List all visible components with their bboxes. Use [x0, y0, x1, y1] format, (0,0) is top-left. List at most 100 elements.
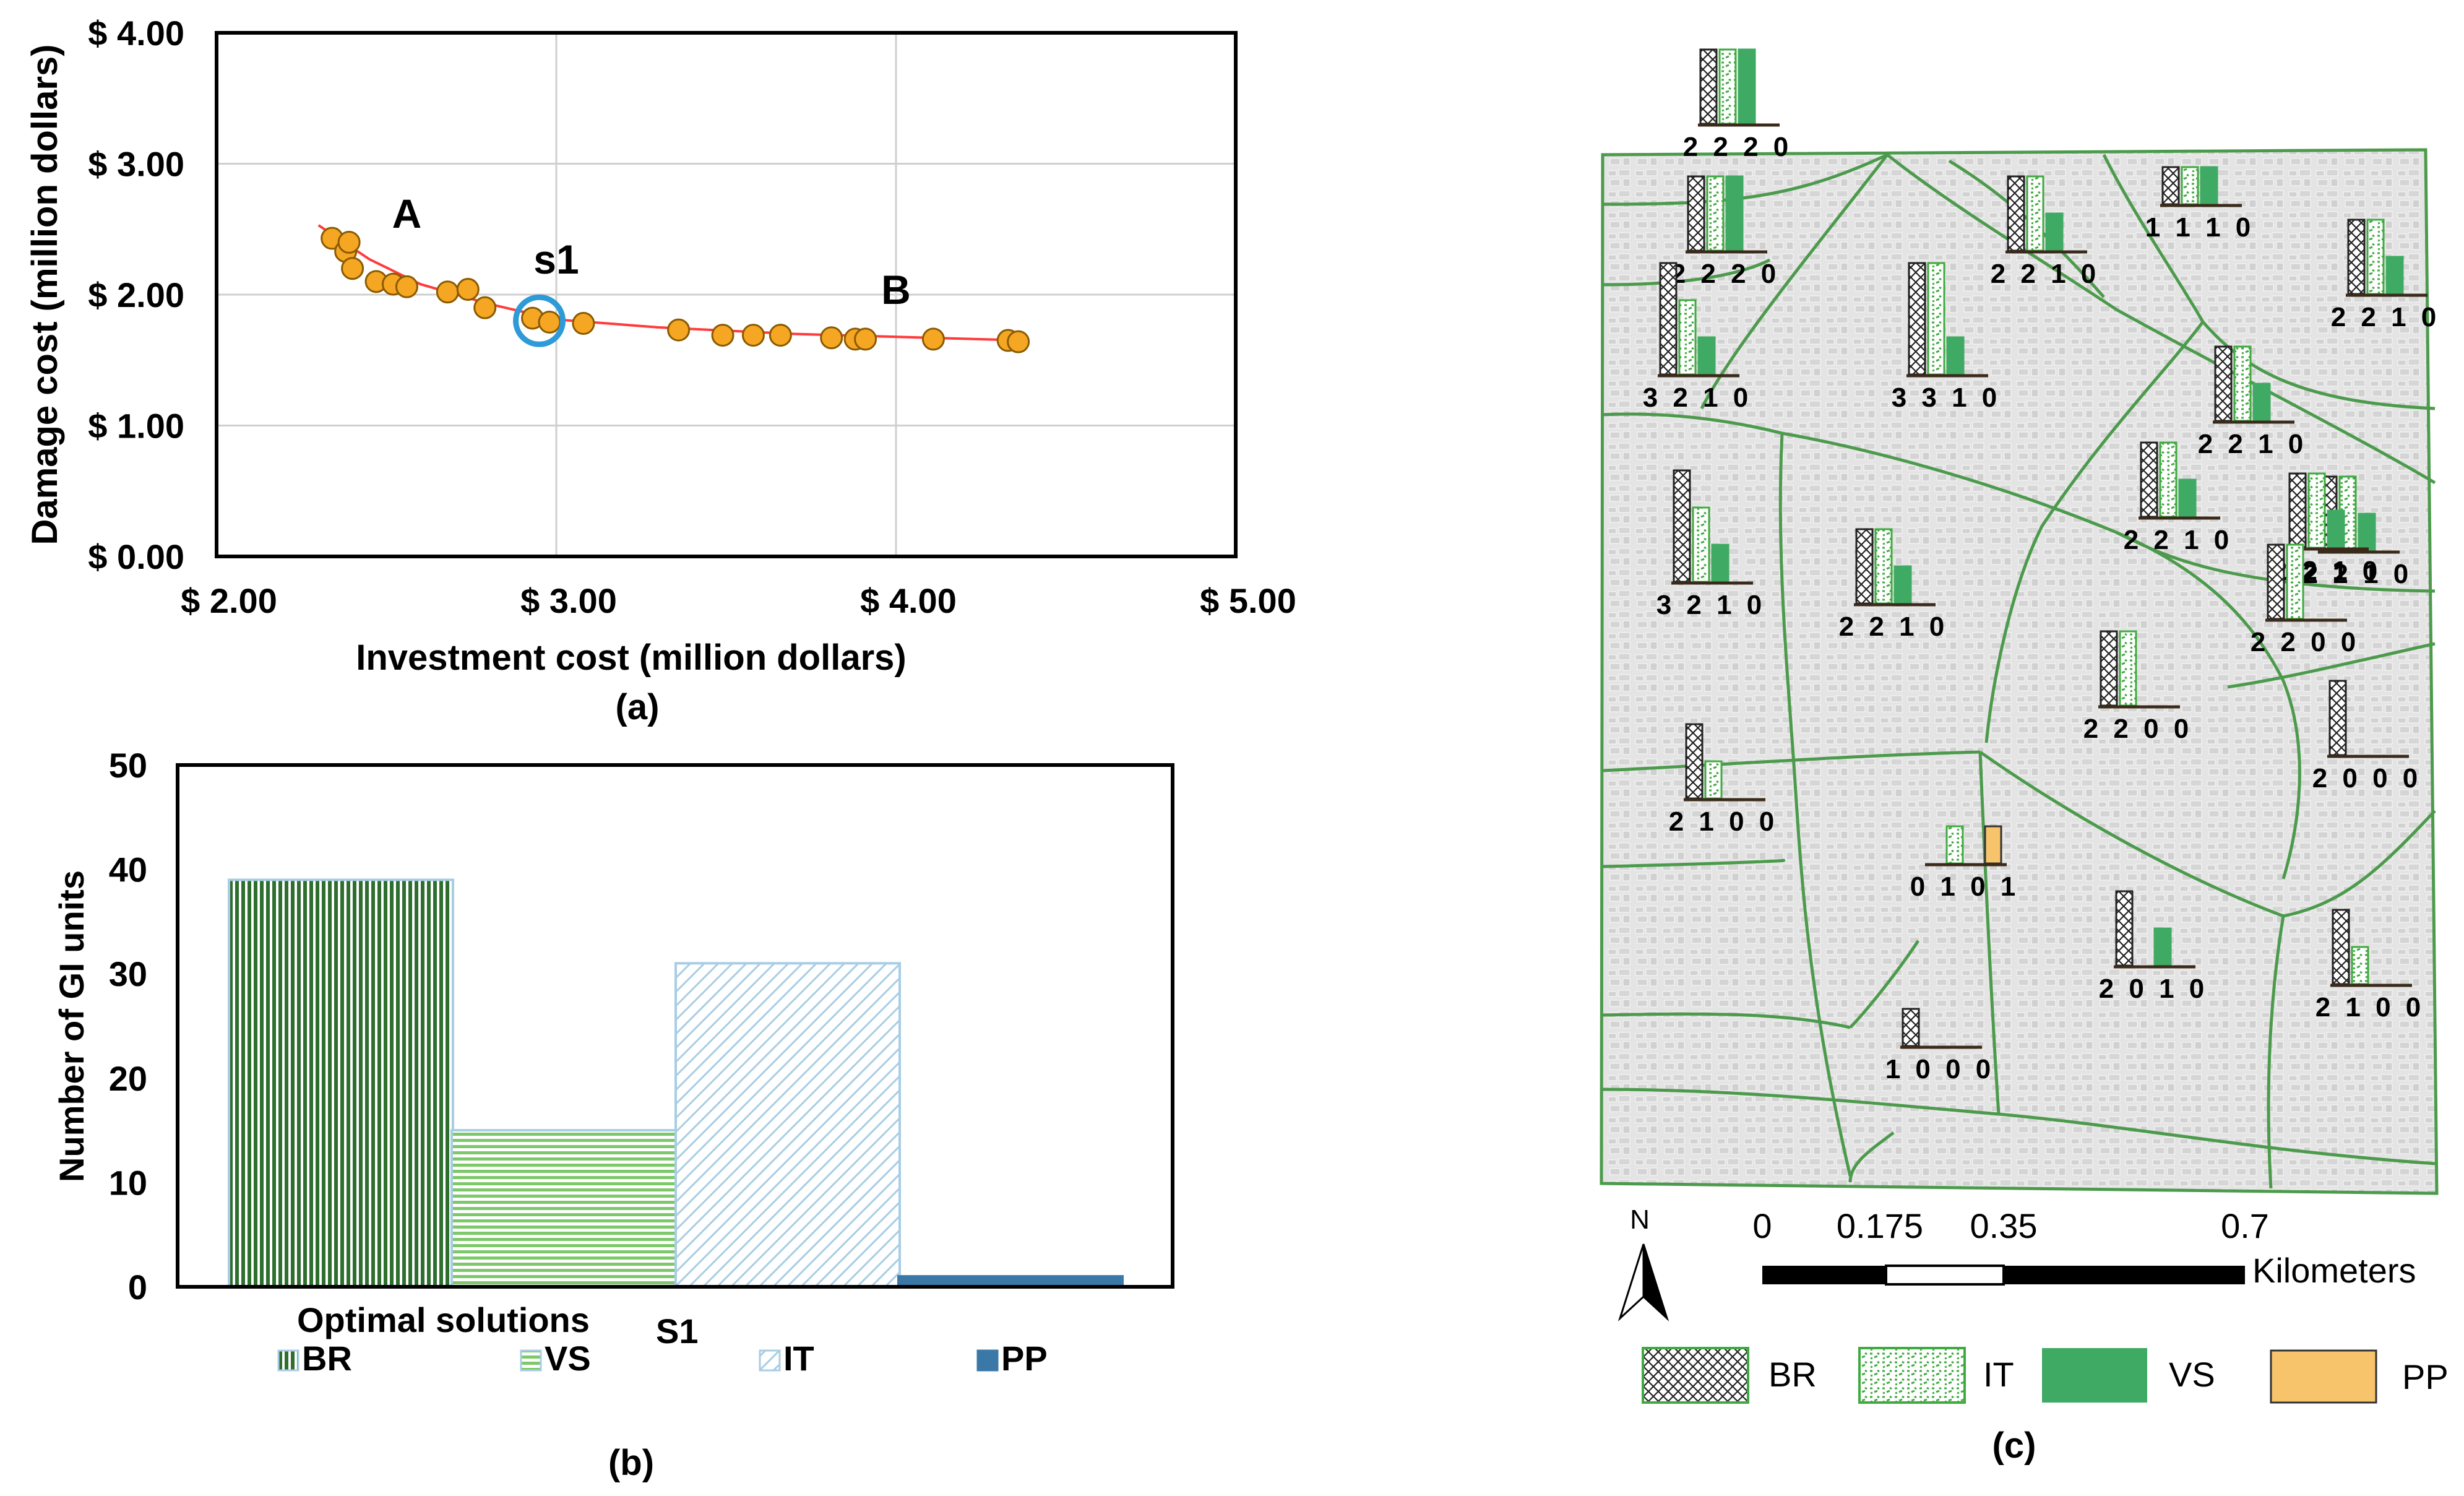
panel-a-caption: (a)	[616, 687, 660, 727]
bar-y-axis-label: Number of GI units	[52, 870, 91, 1182]
s1-highlight-ring	[513, 294, 566, 347]
map-legend: BR IT VS PP	[1642, 1347, 2449, 1404]
map-site-bar-pp	[1984, 825, 2002, 865]
map-site-label: 2 2 1 0	[1839, 612, 1949, 642]
map-site-chart: 2 2 1 0	[1991, 175, 2100, 289]
bar-it	[674, 962, 901, 1288]
panel-c-caption: (c)	[1992, 1425, 2036, 1466]
map-site-bar-it	[1678, 299, 1697, 376]
bar-y-tick-label: 50	[109, 746, 147, 785]
map-site-label: 0 1 0 1	[1910, 871, 2020, 902]
map-site-bar-it	[1927, 262, 1945, 376]
bar-br	[228, 878, 454, 1288]
map-site-bar-vs	[2358, 512, 2376, 552]
scatter-x-tick-label: $ 4.00	[860, 581, 957, 620]
bar-y-tick-label: 10	[109, 1163, 147, 1202]
map-site-bar-br	[2347, 218, 2366, 295]
north-arrow-icon	[1618, 1243, 1669, 1321]
scatter-x-tick-label: $ 3.00	[520, 581, 617, 620]
map-site-chart: 2 0 0 0	[2312, 680, 2418, 793]
map-site-label: 2 2 1 0	[2124, 525, 2233, 555]
map-site-bar-vs	[2178, 478, 2197, 518]
scatter-point	[711, 324, 734, 347]
scatter-x-tick-label: $ 2.00	[181, 581, 277, 620]
panel-b-bar-chart: 0 10 20 30 40 50 Number of GI units Optimal s…	[52, 746, 1174, 1483]
map-site-label: 2 2 1 0	[1991, 259, 2100, 289]
map-site-bar-br	[1699, 48, 1718, 125]
map-site-chart: 2 2 2 0	[1683, 48, 1788, 162]
scatter-y-tick-label: $ 0.00	[88, 537, 184, 576]
bar-y-tick-labels: 0 10 20 30 40 50	[109, 746, 147, 1307]
map-site-bar-br	[2328, 680, 2347, 756]
map-site-label: 1 1 1 0	[2145, 212, 2255, 243]
map-site-bar-it	[2286, 543, 2304, 620]
bar-category-label: S1	[656, 1312, 699, 1351]
scatter-point	[741, 324, 765, 347]
map-site-label: 2 1 0 0	[2315, 992, 2425, 1023]
scatter-point	[538, 310, 561, 334]
map-site-label: 2 2 0 0	[2251, 627, 2360, 657]
map-site-bar-br	[1687, 175, 1705, 252]
legend-label-pp: PP	[2402, 1357, 2449, 1396]
bar-legend-swatch-vs	[520, 1349, 542, 1372]
bar-vs	[450, 1129, 677, 1288]
map-site-bar-it	[1706, 175, 1725, 252]
map-site-bar-it	[2159, 441, 2178, 518]
scale-unit-label: Kilometers	[2252, 1251, 2416, 1290]
map-site-label: 2 2 0 0	[2083, 714, 2193, 744]
map-site-bar-it	[1704, 760, 1723, 800]
scatter-y-tick-label: $ 1.00	[88, 407, 184, 446]
map-site-bar-it	[2181, 166, 2199, 205]
map-site-bar-br	[1908, 262, 1926, 376]
legend-swatch-it	[1858, 1347, 1966, 1404]
scatter-points	[321, 227, 1030, 353]
map-site-bar-it	[2233, 345, 2252, 422]
map-road-network	[1602, 153, 2436, 1189]
bar-legend-swatch-pp	[976, 1349, 999, 1372]
map-site-bar-vs	[2153, 927, 2172, 967]
map-site-chart: 2 2 0 0	[2083, 630, 2193, 744]
legend-swatch-pp	[2270, 1349, 2377, 1404]
map-site-bar-vs	[1738, 48, 1756, 125]
map-site-chart: 2 2 0 0	[2251, 543, 2360, 657]
map-site-bar-vs	[2385, 256, 2404, 295]
scatter-point	[341, 257, 364, 280]
panel-a-scatter-chart: $ 0.00 $ 1.00 $ 2.00 $ 3.00 $ 4.00 $ 2.00 $ 3…	[25, 14, 1296, 727]
map-site-bar-br	[2332, 909, 2350, 985]
scale-tick-label: 0.35	[1970, 1206, 2038, 1245]
legend-label-it: IT	[1983, 1355, 2014, 1394]
scatter-y-tick-label: $ 3.00	[88, 145, 184, 184]
map-site-label: 2 0 1 0	[2099, 974, 2208, 1004]
bar-x-axis-label: Optimal solutions	[297, 1300, 590, 1339]
legend-swatch-br	[1642, 1347, 1749, 1404]
scatter-plot-frame	[215, 31, 1238, 558]
map-site-label: 2 2 1 0	[2331, 302, 2440, 332]
map-site-chart: 3 2 1 0	[1643, 262, 1748, 413]
scatter-point	[473, 296, 497, 319]
map-site-bar-br	[2140, 441, 2158, 518]
scatter-y-axis-label: Damage cost (million dollars)	[25, 45, 65, 545]
bar-legend-label-it: IT	[783, 1339, 814, 1378]
bar-y-tick-label: 40	[109, 850, 147, 889]
map-site-bar-br	[1673, 469, 1691, 583]
map-site-bar-br	[2288, 472, 2307, 549]
map-site-chart: 3 2 1 0	[1656, 469, 1766, 620]
map-site-chart: 2 1 0 0	[2315, 909, 2425, 1023]
scale-tick-label: 0.7	[2221, 1206, 2269, 1245]
map-site-chart: 2 2 2 0	[1671, 175, 1776, 289]
map-site-chart: 2 2 1 0	[2198, 345, 2303, 459]
map-site-chart: 2 2 1 0	[2331, 218, 2440, 332]
bar-legend-swatch-br	[277, 1349, 299, 1372]
map-site-bar-vs	[1697, 336, 1716, 376]
scatter-x-tick-label: $ 5.00	[1200, 581, 1296, 620]
scatter-point	[854, 327, 877, 351]
bar-series	[228, 878, 1124, 1288]
map-site-chart: 2 2 1 0	[2272, 472, 2377, 586]
map-site-bar-it	[2026, 175, 2044, 252]
map-site-label: 3 2 1 0	[1656, 590, 1766, 620]
scatter-y-tick-label: $ 4.00	[88, 14, 184, 53]
scatter-annotation-B: B	[881, 267, 911, 313]
scatter-x-axis-label: Investment cost (million dollars)	[356, 638, 906, 678]
